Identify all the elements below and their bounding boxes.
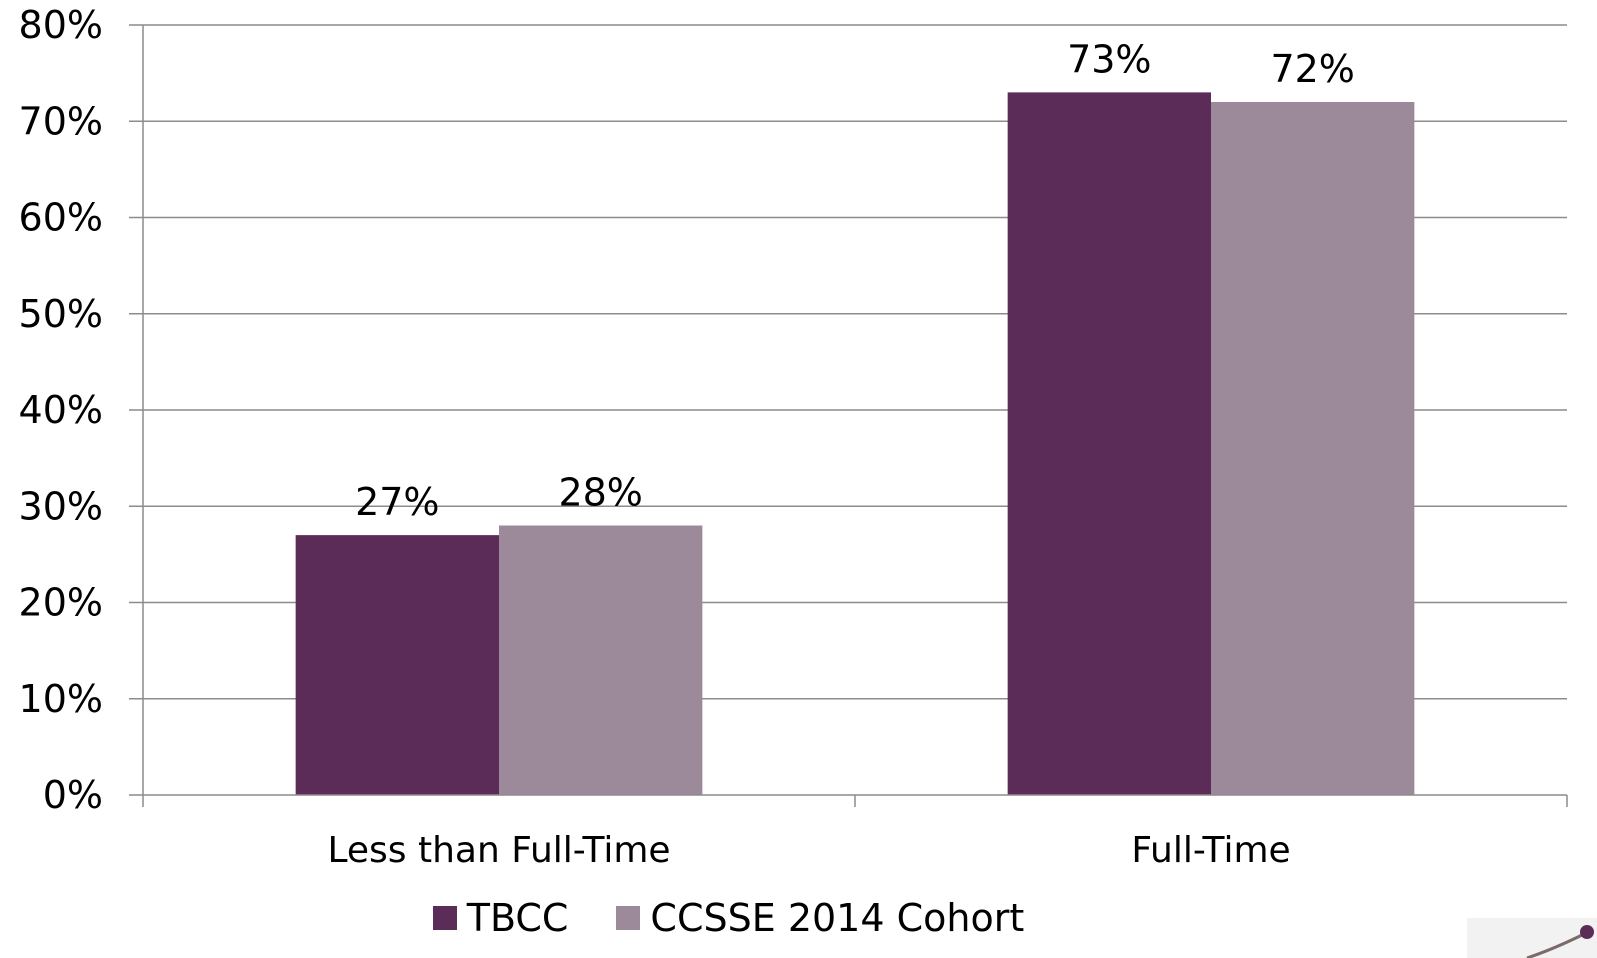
corner-decoration-image (1467, 918, 1597, 958)
data-label: 27% (355, 480, 439, 524)
x-category-label: Less than Full-Time (327, 830, 670, 871)
legend-swatch-tbcc (432, 906, 457, 930)
y-tick-label: 30% (19, 484, 103, 528)
bar-chart: 0%10%20%30%40%50%60%70%80% 27% 28%73% 72% … (19, 3, 1568, 871)
data-label: 72% (1270, 47, 1354, 91)
axes (129, 25, 1568, 807)
y-axis-tick-labels: 0% 10% 20% 30% 40% 50% 60% 70% 80% (19, 3, 103, 817)
data-labels: 27% 28% 73% 72% (355, 37, 1355, 524)
y-tick-label: 70% (19, 99, 103, 143)
legend-label-tbcc: TBCC (466, 896, 569, 940)
data-label: 73% (1067, 37, 1151, 81)
bar (295, 535, 499, 795)
bars (295, 92, 1415, 795)
y-tick-label: 20% (19, 581, 103, 625)
y-tick-label: 80% (19, 3, 103, 47)
x-category-label: Full-Time (1131, 830, 1290, 871)
bar (499, 525, 703, 795)
bar (1211, 102, 1415, 795)
legend-item-tbcc: TBCC (432, 896, 569, 940)
y-tick-label: 60% (19, 196, 103, 240)
legend-label-ccsse: CCSSE 2014 Cohort (650, 896, 1025, 940)
y-tick-label: 0% (43, 773, 103, 817)
y-tick-label: 40% (19, 388, 103, 432)
legend-item-ccsse: CCSSE 2014 Cohort (616, 896, 1024, 940)
data-label: 28% (558, 471, 642, 515)
x-axis-category-labels: Less than Full-Time Full-Time (327, 830, 1290, 871)
legend-swatch-ccsse (616, 906, 641, 930)
y-tick-label: 10% (19, 677, 103, 721)
y-tick-label: 50% (19, 292, 103, 336)
legend: TBCC CCSSE 2014 Cohort (0, 896, 1597, 940)
bar (1007, 92, 1211, 795)
